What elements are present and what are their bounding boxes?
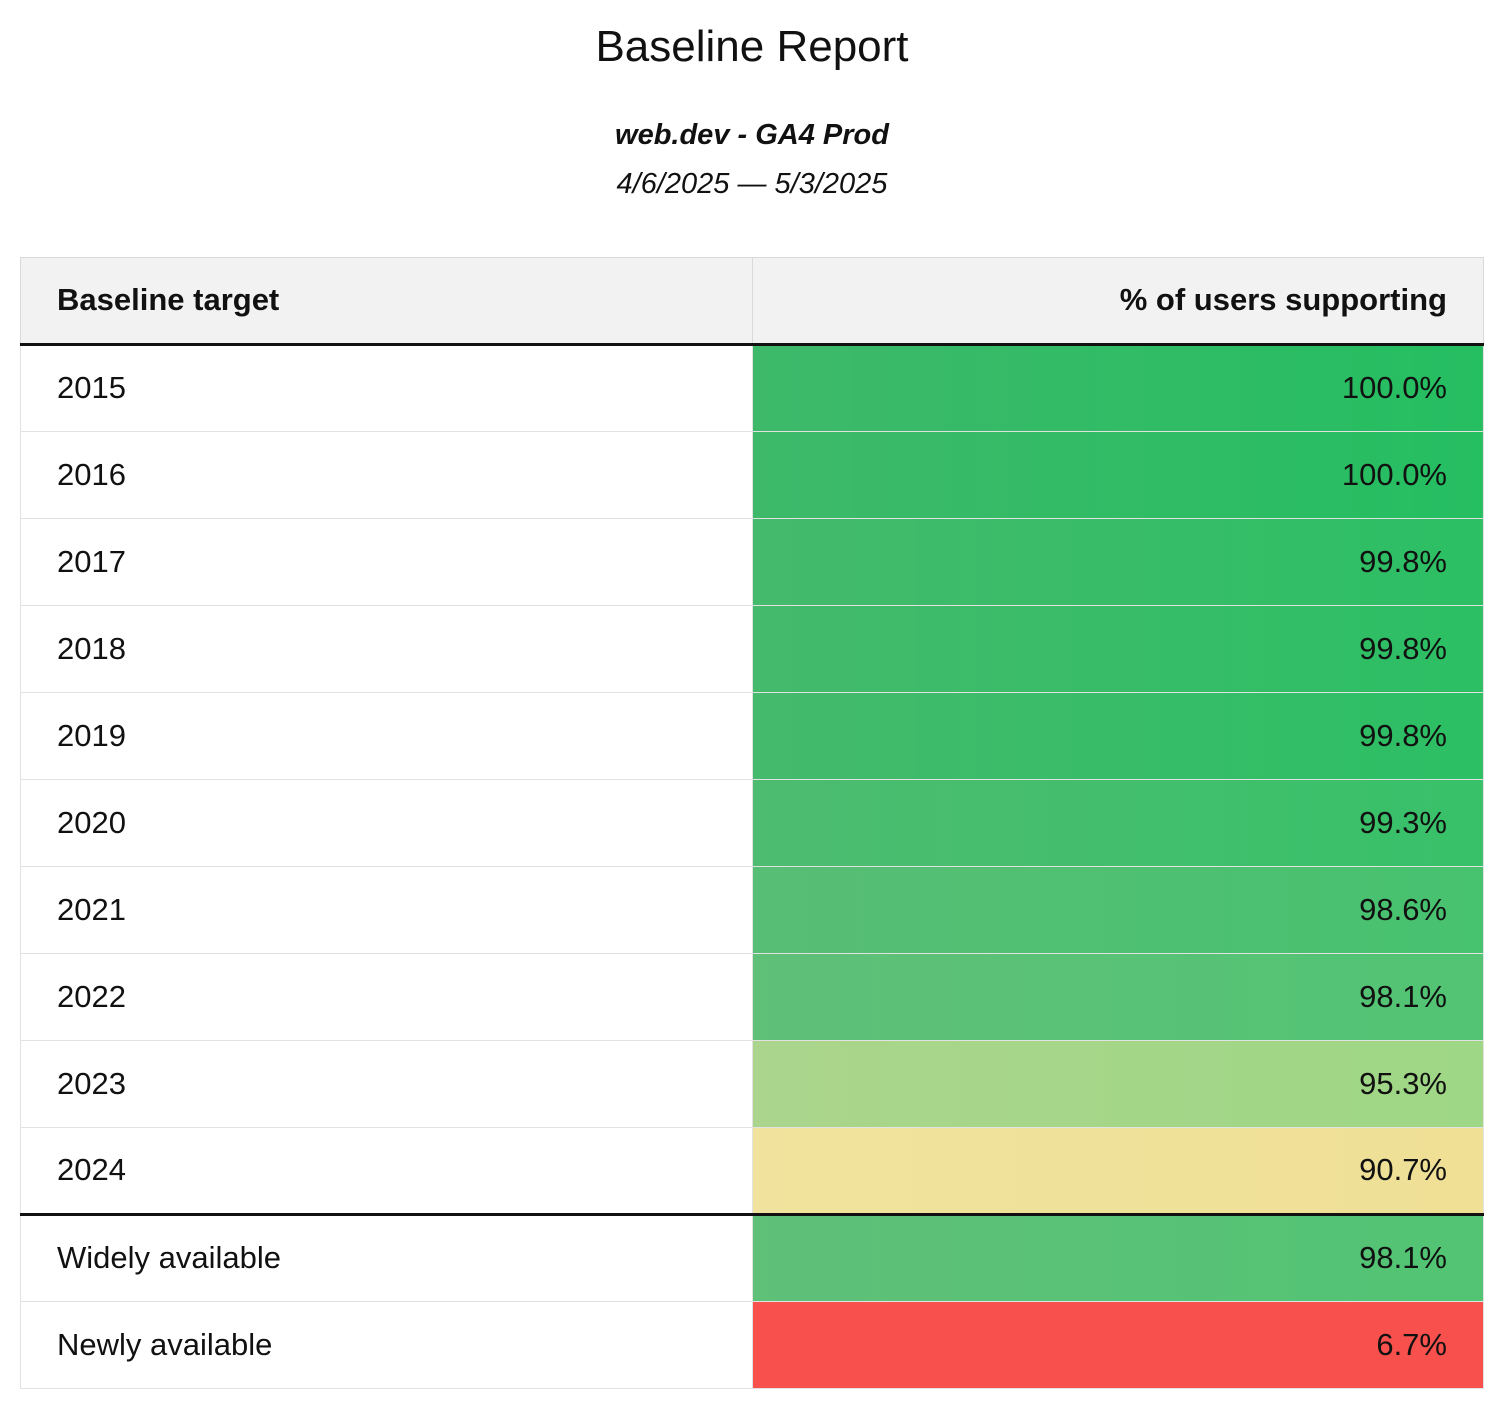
column-header-users-supporting: % of users supporting: [751, 256, 1484, 346]
percent-cell: 100.0%: [751, 343, 1484, 432]
percent-cell: 98.1%: [751, 1212, 1484, 1302]
baseline-target-cell: 2024: [20, 1126, 753, 1215]
baseline-target-cell: 2021: [20, 865, 753, 954]
percent-cell: 6.7%: [751, 1300, 1484, 1389]
baseline-target-cell: 2016: [20, 430, 753, 519]
table-row-2021: 2021 98.6%: [20, 865, 1484, 954]
baseline-target-cell: 2022: [20, 952, 753, 1041]
percent-cell: 99.8%: [751, 604, 1484, 693]
percent-cell: 99.8%: [751, 517, 1484, 606]
table-row-2023: 2023 95.3%: [20, 1039, 1484, 1128]
table-header-row: Baseline target % of users supporting: [20, 256, 1484, 346]
baseline-target-cell: 2023: [20, 1039, 753, 1128]
table-row-widely-available: Widely available 98.1%: [20, 1212, 1484, 1302]
percent-cell: 99.8%: [751, 691, 1484, 780]
table-body: 2015 100.0% 2016 100.0% 2017 99.8% 2018 …: [20, 343, 1484, 1389]
baseline-target-cell: Widely available: [20, 1212, 753, 1302]
percent-cell: 99.3%: [751, 778, 1484, 867]
baseline-target-cell: 2018: [20, 604, 753, 693]
table-row-newly-available: Newly available 6.7%: [20, 1300, 1484, 1389]
report-date-range: 4/6/2025 — 5/3/2025: [616, 167, 888, 200]
column-header-baseline-target: Baseline target: [20, 256, 753, 346]
table-row-2016: 2016 100.0%: [20, 430, 1484, 519]
table-row-2024: 2024 90.7%: [20, 1126, 1484, 1215]
page-title: Baseline Report: [595, 22, 909, 71]
percent-cell: 98.1%: [751, 952, 1484, 1041]
table-row-2022: 2022 98.1%: [20, 952, 1484, 1041]
percent-cell: 98.6%: [751, 865, 1484, 954]
baseline-target-cell: 2019: [20, 691, 753, 780]
baseline-table: Baseline target % of users supporting 20…: [20, 256, 1484, 1389]
table-row-2018: 2018 99.8%: [20, 604, 1484, 693]
baseline-target-cell: 2015: [20, 343, 753, 432]
percent-cell: 95.3%: [751, 1039, 1484, 1128]
table-row-2015: 2015 100.0%: [20, 343, 1484, 432]
baseline-target-cell: 2017: [20, 517, 753, 606]
table-row-2017: 2017 99.8%: [20, 517, 1484, 606]
percent-cell: 90.7%: [751, 1126, 1484, 1215]
table-row-2020: 2020 99.3%: [20, 778, 1484, 867]
baseline-target-cell: 2020: [20, 778, 753, 867]
report-property: web.dev - GA4 Prod: [615, 118, 889, 151]
baseline-target-cell: Newly available: [20, 1300, 753, 1389]
table-row-2019: 2019 99.8%: [20, 691, 1484, 780]
percent-cell: 100.0%: [751, 430, 1484, 519]
